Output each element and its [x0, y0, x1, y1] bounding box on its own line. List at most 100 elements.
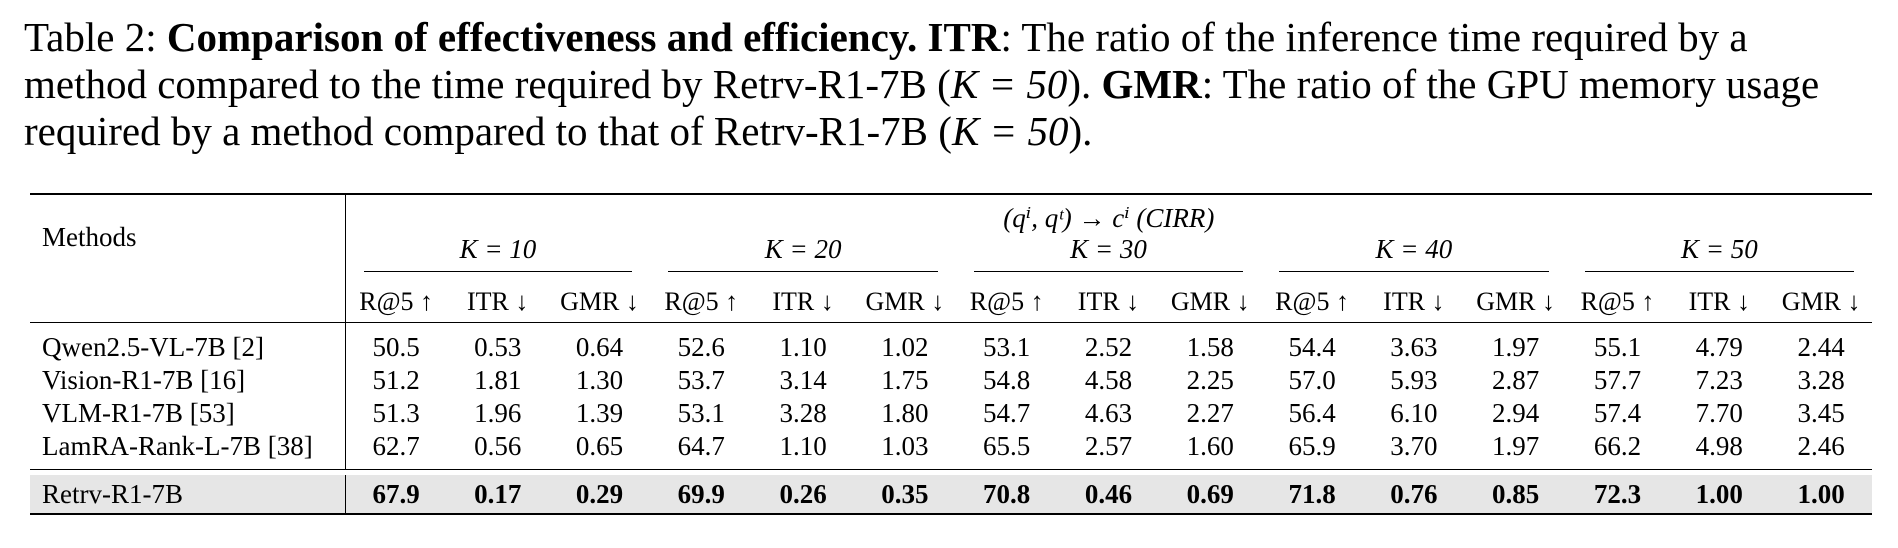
method-name-cell: Qwen2.5-VL-7B [2] — [42, 332, 264, 362]
value-cell: 64.7 — [677, 431, 725, 461]
table-caption: Table 2: Comparison of effectiveness and… — [24, 14, 1874, 155]
k-group-header-row: K = 10 K = 20 K = 30 K = 40 K = 50 — [30, 234, 1872, 272]
value-cell: 54.7 — [983, 398, 1031, 428]
metric-header: ITR ↓ — [772, 286, 834, 316]
method-name-cell: LamRA-Rank-L-7B [38] — [42, 431, 313, 461]
metric-header-row: R@5 ↑ ITR ↓ GMR ↓ R@5 ↑ ITR ↓ GMR ↓ R@5 ↑ ITR ↓… — [30, 272, 1872, 323]
value-cell: 0.65 — [575, 431, 624, 461]
caption-gmr-term: GMR — [1101, 61, 1202, 107]
k-group-header: K = 20 — [650, 234, 955, 272]
results-table-body: Qwen2.5-VL-7B [2] 50.5 0.53 0.64 52.6 1.10 1.0… — [30, 322, 1873, 514]
k-group-label: K = 50 — [1584, 234, 1855, 272]
value-cell: 1.03 — [881, 431, 929, 461]
value-cell: 54.4 — [1288, 332, 1336, 362]
method-name-cell: VLM-R1-7B [53] — [42, 398, 235, 428]
results-table-wrapper: Methods (qⁱ, qᵗ) → cⁱ (CIRR) K = 10 K = 2… — [30, 193, 1873, 515]
methods-header-spacer — [30, 272, 345, 323]
value-cell: 1.97 — [1492, 332, 1540, 362]
value-cell: 1.10 — [779, 332, 827, 362]
value-cell: 1.75 — [881, 365, 929, 395]
value-cell: 1.58 — [1186, 332, 1234, 362]
value-cell: 51.3 — [344, 397, 447, 430]
value-cell: 3.70 — [1390, 431, 1438, 461]
value-cell: 65.5 — [983, 431, 1031, 461]
value-cell: 0.35 — [853, 475, 956, 514]
method-name-cell: Vision-R1-7B [16] — [42, 365, 246, 395]
value-cell: 57.0 — [1288, 365, 1336, 395]
metric-header: R@5 ↑ — [969, 286, 1044, 316]
k-group-label: K = 30 — [973, 234, 1244, 272]
metric-header: R@5 ↑ — [1275, 286, 1349, 316]
value-cell: 0.56 — [474, 431, 522, 461]
value-cell: 54.8 — [983, 365, 1031, 395]
metric-header: GMR ↓ — [1781, 286, 1861, 316]
caption-itr-term: ITR — [927, 14, 1001, 60]
value-cell: 1.00 — [1668, 475, 1771, 514]
value-cell: 2.44 — [1797, 332, 1845, 362]
k-group-header: K = 30 — [956, 234, 1261, 272]
value-cell: 6.10 — [1390, 398, 1438, 428]
value-cell: 3.45 — [1797, 398, 1845, 428]
metric-header: GMR ↓ — [865, 286, 945, 316]
value-cell: 1.60 — [1186, 431, 1234, 461]
value-cell: 1.81 — [474, 365, 522, 395]
value-cell: 66.2 — [1593, 431, 1642, 461]
value-cell: 57.4 — [1593, 398, 1642, 428]
value-cell: 5.93 — [1390, 365, 1438, 395]
metric-header: R@5 ↑ — [1580, 286, 1655, 316]
value-cell: 53.1 — [983, 332, 1031, 362]
value-cell: 2.94 — [1492, 398, 1540, 428]
caption-k-expr-2: K = 50 — [951, 108, 1069, 154]
metric-header: GMR ↓ — [1170, 286, 1250, 316]
value-cell: 69.9 — [650, 475, 753, 514]
value-cell: 0.53 — [474, 332, 522, 362]
value-cell: 50.5 — [344, 331, 447, 364]
value-cell: 2.46 — [1797, 431, 1845, 461]
caption-label: Table 2: — [24, 14, 157, 60]
value-cell: 1.97 — [1492, 431, 1540, 461]
value-cell: 0.29 — [548, 475, 651, 514]
value-cell: 7.23 — [1695, 365, 1743, 395]
method-name-cell: Retrv-R1-7B — [30, 475, 345, 514]
value-cell: 71.8 — [1261, 475, 1363, 514]
value-cell: 3.63 — [1390, 332, 1438, 362]
k-group-label: K = 40 — [1279, 234, 1549, 272]
table-row: LamRA-Rank-L-7B [38] 62.7 0.56 0.65 64.7 1.10… — [30, 430, 1872, 463]
value-cell: 62.7 — [344, 430, 447, 463]
k-group-header: K = 40 — [1261, 234, 1566, 272]
k-group-label: K = 10 — [363, 234, 633, 272]
value-cell: 51.2 — [344, 364, 447, 397]
value-cell: 67.9 — [344, 475, 447, 514]
value-cell: 3.14 — [779, 365, 827, 395]
value-cell: 0.17 — [446, 475, 549, 514]
value-cell: 0.26 — [752, 475, 854, 514]
task-header: (qⁱ, qᵗ) → cⁱ (CIRR) — [344, 194, 1873, 234]
caption-itr-text-2: ). — [1067, 61, 1102, 107]
table-row: Qwen2.5-VL-7B [2] 50.5 0.53 0.64 52.6 1.10 1.0… — [30, 331, 1872, 364]
task-header-text: (qⁱ, qᵗ) → cⁱ (CIRR) — [1003, 203, 1215, 233]
value-cell: 56.4 — [1288, 398, 1336, 428]
value-cell: 2.52 — [1084, 332, 1133, 362]
metric-header: ITR ↓ — [1077, 286, 1140, 316]
caption-k-expr-1: K = 50 — [950, 61, 1068, 107]
value-cell: 52.6 — [677, 332, 725, 362]
value-cell: 0.64 — [575, 332, 624, 362]
metric-header: ITR ↓ — [467, 286, 529, 316]
results-table: Methods (qⁱ, qᵗ) → cⁱ (CIRR) K = 10 K = 2… — [30, 193, 1873, 515]
metric-header: GMR ↓ — [1476, 286, 1556, 316]
value-cell: 1.39 — [575, 398, 624, 428]
value-cell: 57.7 — [1593, 365, 1642, 395]
value-cell: 1.02 — [881, 332, 929, 362]
metric-header: R@5 ↑ — [664, 286, 739, 316]
value-cell: 70.8 — [955, 475, 1058, 514]
table-row: VLM-R1-7B [53] 51.3 1.96 1.39 53.1 3.28 1.80 54… — [30, 397, 1872, 430]
caption-gmr-text-2: ). — [1068, 108, 1093, 154]
value-cell: 2.57 — [1084, 431, 1133, 461]
caption-title: Comparison of effectiveness and efficien… — [166, 14, 918, 60]
value-cell: 72.3 — [1566, 475, 1669, 514]
value-cell: 2.27 — [1186, 398, 1234, 428]
value-cell: 1.10 — [779, 431, 827, 461]
k-group-header: K = 10 — [344, 234, 651, 272]
metric-header: GMR ↓ — [560, 286, 639, 316]
k-group-label: K = 20 — [668, 234, 938, 272]
